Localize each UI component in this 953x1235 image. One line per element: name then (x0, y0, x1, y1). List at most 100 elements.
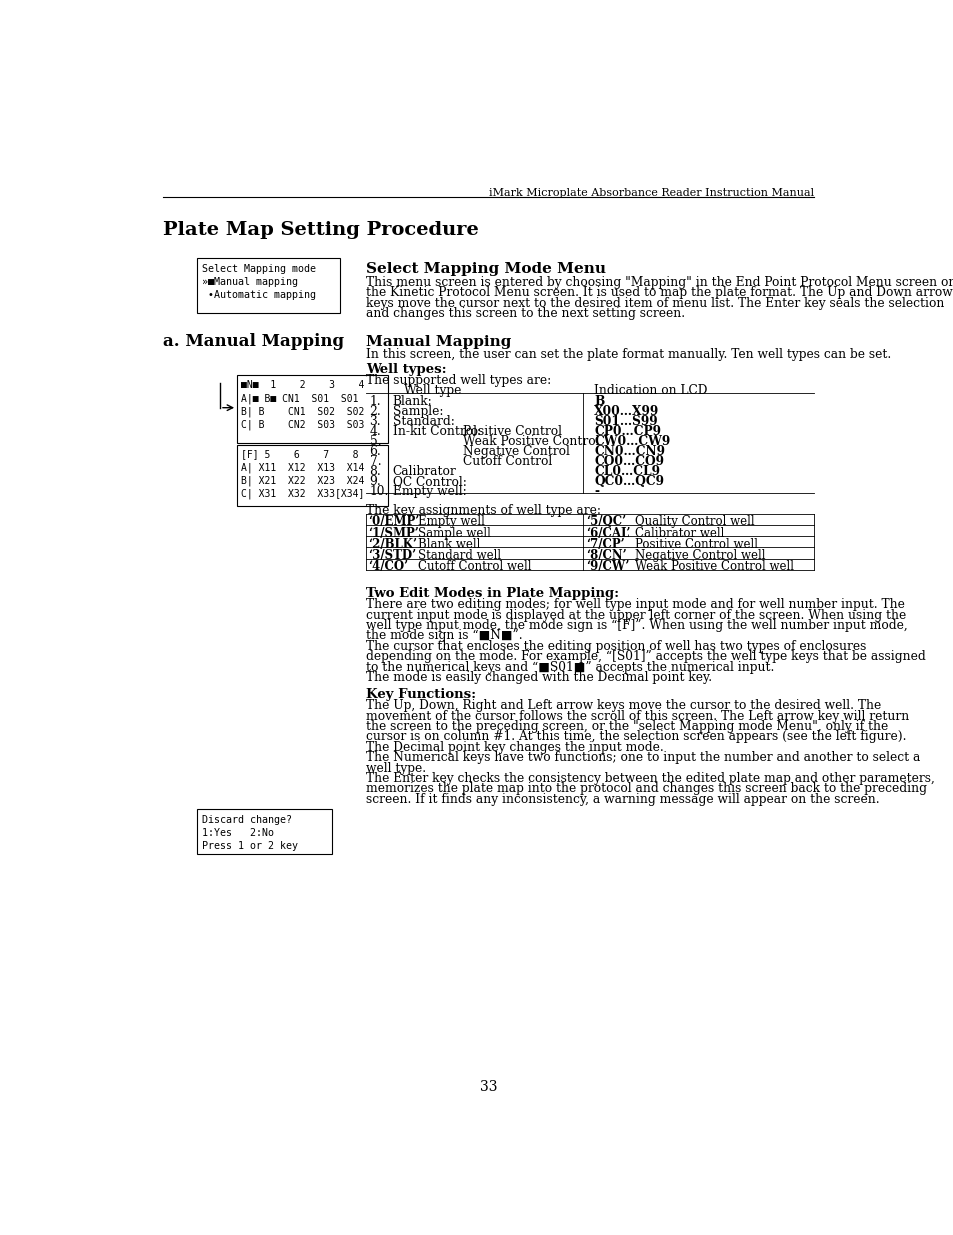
Text: 3.: 3. (369, 415, 381, 427)
Text: screen. If it finds any inconsistency, a warning message will appear on the scre: screen. If it finds any inconsistency, a… (365, 793, 879, 805)
Text: Sample:: Sample: (393, 405, 443, 417)
Text: ■N■  1    2    3    4: ■N■ 1 2 3 4 (241, 380, 364, 390)
Text: current input mode is displayed at the upper left corner of the screen. When usi: current input mode is displayed at the u… (365, 609, 905, 621)
Text: movement of the cursor follows the scroll of this screen. The Left arrow key wil: movement of the cursor follows the scrol… (365, 710, 908, 722)
Text: a. Manual Mapping: a. Manual Mapping (163, 333, 344, 350)
Text: »■Manual mapping: »■Manual mapping (202, 277, 298, 287)
Text: Two Edit Modes in Plate Mapping:: Two Edit Modes in Plate Mapping: (365, 587, 618, 600)
Text: keys move the cursor next to the desired item of menu list. The Enter key seals : keys move the cursor next to the desired… (365, 296, 943, 310)
Text: memorizes the plate map into the protocol and changes this screen back to the pr: memorizes the plate map into the protoco… (365, 782, 925, 795)
Text: 5.: 5. (369, 435, 381, 447)
Text: Calibrator: Calibrator (393, 464, 456, 478)
Text: CO0…CO9: CO0…CO9 (594, 454, 663, 468)
Text: Press 1 or 2 key: Press 1 or 2 key (202, 841, 298, 851)
Text: 33: 33 (479, 1079, 497, 1094)
Text: Calibrator well: Calibrator well (635, 526, 724, 540)
Text: Weak Positive Control well: Weak Positive Control well (635, 561, 794, 573)
Text: CL0…CL9: CL0…CL9 (594, 464, 659, 478)
Text: ‘4/CO’: ‘4/CO’ (368, 561, 408, 573)
Text: ‘8/CN’: ‘8/CN’ (586, 550, 627, 562)
Text: Cutoff Control well: Cutoff Control well (418, 561, 532, 573)
Text: C| X31  X32  X33[X34]: C| X31 X32 X33[X34] (241, 489, 364, 499)
Text: The mode is easily changed with the Decimal point key.: The mode is easily changed with the Deci… (365, 671, 711, 684)
Text: •Automatic mapping: •Automatic mapping (202, 290, 315, 300)
Text: ‘0/EMP’: ‘0/EMP’ (368, 515, 419, 529)
Text: Manual Mapping: Manual Mapping (365, 335, 511, 348)
Text: The supported well types are:: The supported well types are: (365, 374, 551, 387)
Text: Cutoff Control: Cutoff Control (462, 454, 551, 468)
Text: The Numerical keys have two functions; one to input the number and another to se: The Numerical keys have two functions; o… (365, 751, 919, 764)
Text: B| X21  X22  X23  X24: B| X21 X22 X23 X24 (241, 475, 364, 485)
Text: ‘5/QC’: ‘5/QC’ (586, 515, 626, 529)
Text: Standard well: Standard well (418, 550, 501, 562)
Text: the mode sign is “■N■”.: the mode sign is “■N■”. (365, 630, 522, 642)
Text: cursor is on column #1. At this time, the selection screen appears (see the left: cursor is on column #1. At this time, th… (365, 730, 905, 743)
Text: 1:Yes   2:No: 1:Yes 2:No (202, 829, 274, 839)
Text: S01…S99: S01…S99 (594, 415, 658, 427)
Text: CP0…CP9: CP0…CP9 (594, 425, 660, 437)
Text: Negative Control: Negative Control (462, 445, 569, 458)
Text: 4.: 4. (369, 425, 381, 437)
Text: Blank:: Blank: (393, 395, 432, 408)
Text: 9.: 9. (369, 474, 381, 488)
Bar (236, 445, 388, 506)
Bar (196, 258, 340, 312)
Bar (236, 375, 388, 443)
Text: Sample well: Sample well (418, 526, 491, 540)
Text: iMark Microplate Absorbance Reader Instruction Manual: iMark Microplate Absorbance Reader Instr… (489, 188, 814, 199)
Text: B: B (594, 395, 604, 408)
Text: well type.: well type. (365, 762, 425, 774)
Text: ‘9/CW’: ‘9/CW’ (586, 561, 629, 573)
Text: Positive Control well: Positive Control well (635, 537, 758, 551)
Text: ‘6/CAL’: ‘6/CAL’ (586, 526, 631, 540)
Text: ‘3/STD’: ‘3/STD’ (368, 550, 416, 562)
Text: The key assignments of well type are:: The key assignments of well type are: (365, 504, 600, 517)
Text: There are two editing modes; for well type input mode and for well number input.: There are two editing modes; for well ty… (365, 598, 903, 611)
Text: Key Functions:: Key Functions: (365, 688, 476, 700)
Text: depending on the mode. For example, “[S01]” accepts the well type keys that be a: depending on the mode. For example, “[S0… (365, 651, 924, 663)
Text: Well types:: Well types: (365, 363, 446, 375)
Text: ‘2/BLK’: ‘2/BLK’ (368, 537, 416, 551)
Text: A|■ B■ CN1  S01  S01: A|■ B■ CN1 S01 S01 (241, 393, 358, 404)
Text: B| B    CN1  S02  S02: B| B CN1 S02 S02 (241, 406, 364, 416)
Text: ‘7/CP’: ‘7/CP’ (586, 537, 624, 551)
Text: 2.: 2. (369, 405, 381, 417)
Text: 6.: 6. (369, 445, 381, 458)
Text: 8.: 8. (369, 464, 381, 478)
Text: Weak Positive Control: Weak Positive Control (462, 435, 598, 447)
Text: Standard:: Standard: (393, 415, 455, 427)
Text: QC0…QC9: QC0…QC9 (594, 474, 663, 488)
Text: The Decimal point key changes the input mode.: The Decimal point key changes the input … (365, 741, 662, 753)
Text: Plate Map Setting Procedure: Plate Map Setting Procedure (163, 221, 478, 240)
Text: A| X11  X12  X13  X14: A| X11 X12 X13 X14 (241, 462, 364, 473)
Text: 10.: 10. (369, 484, 389, 498)
Text: Select Mapping mode: Select Mapping mode (202, 264, 315, 274)
Text: Negative Control well: Negative Control well (635, 550, 765, 562)
Text: [F] 5    6    7    8: [F] 5 6 7 8 (241, 450, 358, 459)
Text: CN0…CN9: CN0…CN9 (594, 445, 664, 458)
Text: 7.: 7. (369, 454, 381, 468)
Text: In-kit Control:: In-kit Control: (393, 425, 480, 437)
Text: The cursor that encloses the editing position of well has two types of enclosure: The cursor that encloses the editing pos… (365, 640, 865, 653)
Text: the Kinetic Protocol Menu screen. It is used to map the plate format. The Up and: the Kinetic Protocol Menu screen. It is … (365, 287, 951, 299)
Text: The Enter key checks the consistency between the edited plate map and other para: The Enter key checks the consistency bet… (365, 772, 934, 785)
Text: QC Control:: QC Control: (393, 474, 466, 488)
Text: well type input mode, the mode sign is “[F]”. When using the well number input m: well type input mode, the mode sign is “… (365, 619, 906, 632)
Bar (196, 809, 332, 853)
Text: In this screen, the user can set the plate format manually. Ten well types can b: In this screen, the user can set the pla… (365, 347, 890, 361)
Text: Discard change?: Discard change? (202, 815, 292, 825)
Text: Empty well: Empty well (418, 515, 485, 529)
Text: ‘1/SMP’: ‘1/SMP’ (368, 526, 418, 540)
Text: Quality Control well: Quality Control well (635, 515, 754, 529)
Text: X00…X99: X00…X99 (594, 405, 659, 417)
Text: This menu screen is entered by choosing "Mapping" in the End Point Protocol Menu: This menu screen is entered by choosing … (365, 275, 953, 289)
Text: and changes this screen to the next setting screen.: and changes this screen to the next sett… (365, 308, 684, 320)
Text: Well type: Well type (404, 384, 461, 396)
Text: C| B    CN2  S03  S03: C| B CN2 S03 S03 (241, 419, 364, 430)
Text: The Up, Down, Right and Left arrow keys move the cursor to the desired well. The: The Up, Down, Right and Left arrow keys … (365, 699, 880, 713)
Text: the screen to the preceding screen, or the "select Mapping mode Menu", only if t: the screen to the preceding screen, or t… (365, 720, 887, 732)
Text: Blank well: Blank well (418, 537, 480, 551)
Text: 1.: 1. (369, 395, 381, 408)
Text: CW0…CW9: CW0…CW9 (594, 435, 670, 447)
Text: -: - (594, 484, 598, 498)
